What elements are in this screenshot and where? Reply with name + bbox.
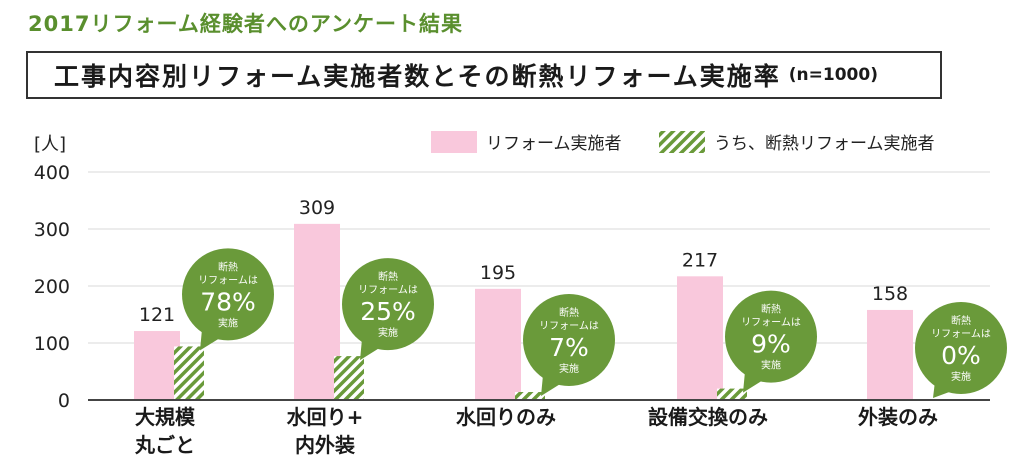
legend-label-reform: リフォーム実施者 (486, 134, 622, 154)
bar-reform (294, 223, 340, 400)
callout-line1: 断熱 (761, 303, 781, 316)
bar-insulation (334, 356, 364, 400)
bar-reform (475, 288, 521, 400)
y-axis-label: [人] (34, 134, 66, 155)
x-tick-label: 水回り+ (287, 405, 364, 429)
callout-circle (523, 294, 615, 387)
bar-value-label: 217 (682, 249, 718, 271)
callout-line3: 実施 (761, 359, 781, 372)
callout-line2: リフォームは (539, 320, 599, 332)
callout-line1: 断熱 (378, 270, 398, 283)
callout-percent: 0% (941, 341, 981, 370)
legend-swatch-pink (431, 131, 477, 153)
callout-line2: リフォームは (931, 328, 991, 340)
legend-swatch-hatch (659, 131, 705, 153)
callout-circle (342, 258, 434, 351)
callout-line2: リフォームは (358, 284, 418, 296)
y-tick-label: 200 (34, 276, 70, 298)
callout-line3: 実施 (378, 326, 398, 339)
y-tick-label: 0 (58, 390, 70, 412)
callout-percent: 9% (751, 330, 791, 359)
x-tick-label-line2: 内外装 (295, 433, 355, 457)
y-tick-label: 400 (34, 162, 70, 184)
x-tick-label: 水回りのみ (456, 405, 556, 429)
callout-line2: リフォームは (741, 317, 801, 329)
bar-value-label: 158 (872, 283, 908, 305)
y-tick-label: 100 (34, 333, 70, 355)
y-tick-label: 300 (34, 219, 70, 241)
callout-line2: リフォームは (198, 274, 258, 286)
bar-reform (867, 309, 913, 400)
callout-line1: 断熱 (559, 306, 579, 319)
y-axis: 0 100 200 300 400 (34, 162, 70, 412)
bar-reform (134, 331, 180, 400)
x-tick-label: 外装のみ (858, 405, 938, 429)
page-header: 2017リフォーム経験者へのアンケート結果 (28, 12, 463, 36)
callout-percent: 78% (200, 287, 256, 316)
callout-circle (915, 302, 1007, 394)
legend-label-insulation: うち、断熱リフォーム実施者 (714, 134, 935, 154)
callouts: 断熱リフォームは78%実施断熱リフォームは25%実施断熱リフォームは7%実施断熱… (182, 248, 1007, 398)
callout-percent: 25% (360, 297, 416, 326)
callout-line3: 実施 (951, 370, 971, 383)
callout-line3: 実施 (559, 362, 579, 375)
legend: リフォーム実施者 うち、断熱リフォーム実施者 (431, 131, 935, 154)
callout-circle (725, 290, 817, 383)
x-tick-label: 設備交換のみ (648, 405, 768, 429)
chart-title-box: 工事内容別リフォーム実施者数とその断熱リフォーム実施率 (n=1000) (26, 51, 942, 99)
callout-circle (182, 248, 274, 341)
bars: 121 309 195 217 158 (134, 197, 913, 400)
bar-reform (677, 276, 723, 400)
bar-insulation (515, 392, 545, 400)
chart-sample-size: (n=1000) (788, 65, 878, 85)
bar-insulation (717, 388, 747, 400)
chart-title: 工事内容別リフォーム実施者数とその断熱リフォーム実施率 (54, 62, 781, 91)
callout-line3: 実施 (218, 316, 238, 329)
x-tick-label: 大規模 (135, 405, 196, 429)
bar-value-label: 309 (299, 197, 335, 219)
bar-value-label: 121 (139, 304, 175, 326)
callout-line1: 断熱 (951, 314, 971, 327)
x-tick-label-line2: 丸ごと (134, 433, 195, 457)
bar-value-label: 195 (480, 262, 516, 284)
callout-percent: 7% (549, 333, 589, 362)
bar-insulation (174, 346, 204, 400)
callout-line1: 断熱 (218, 260, 238, 273)
